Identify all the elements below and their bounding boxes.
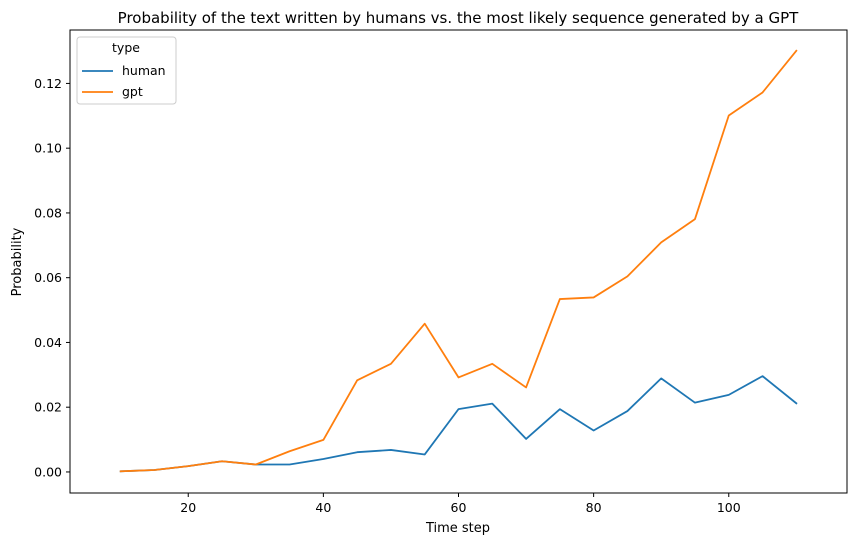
legend-label-gpt: gpt [122,84,143,99]
x-axis-label: Time step [425,521,490,536]
y-tick-label: 0.00 [34,464,62,479]
y-tick-label: 0.06 [34,270,62,285]
series-line-human [119,375,798,473]
x-tick-label: 80 [586,500,602,515]
y-tick-label: 0.10 [34,141,62,156]
x-axis: 20 40 60 80 100 [180,493,741,515]
x-tick-label: 20 [180,500,196,515]
y-tick-label: 0.08 [34,205,62,220]
y-tick-label: 0.02 [34,400,62,415]
y-axis: 0.00 0.02 0.04 0.06 0.08 0.10 0.12 [34,76,70,479]
series-line-gpt [119,49,798,473]
y-tick-label: 0.04 [34,335,62,350]
chart-title: Probability of the text written by human… [118,9,799,27]
x-tick-label: 40 [315,500,331,515]
x-tick-label: 100 [717,500,741,515]
y-axis-label: Probability [10,227,25,296]
legend-label-human: human [122,63,166,78]
x-tick-label: 60 [451,500,467,515]
legend-box [76,36,177,105]
legend-title: type [112,40,140,55]
plot-frame [69,29,848,494]
legend: type human gpt [76,36,177,105]
y-tick-label: 0.12 [34,76,62,91]
series-layer [119,49,798,473]
